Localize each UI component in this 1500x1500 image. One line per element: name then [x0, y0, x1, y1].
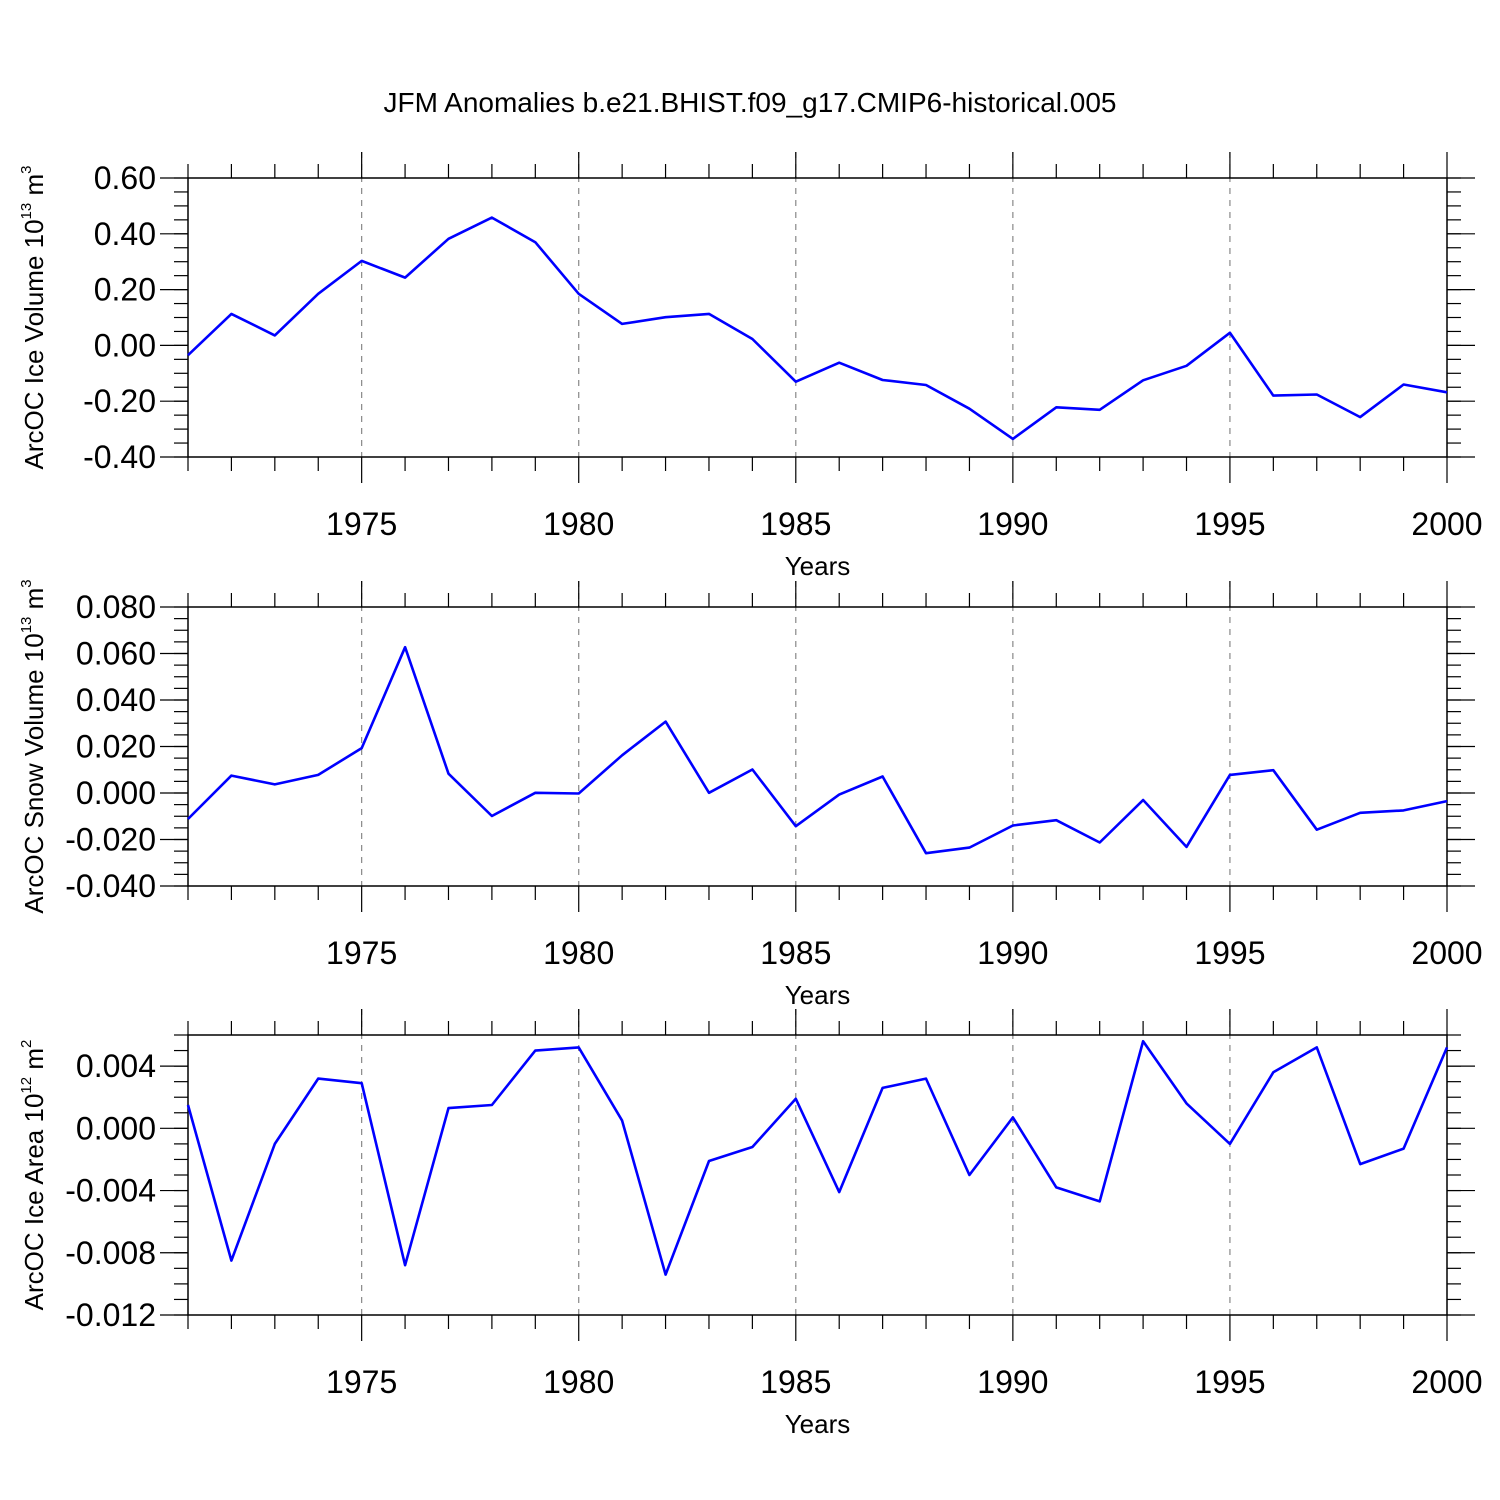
y-tick-label: -0.008 — [65, 1235, 156, 1271]
y-tick-label: -0.012 — [65, 1297, 156, 1333]
y-tick-label: 0.004 — [76, 1048, 156, 1084]
plot-frame — [187, 606, 1448, 887]
x-tick-label: 1990 — [977, 1364, 1048, 1400]
panels: 1975 1980 1985 1990 1995 2000 Years -0.40 -0.20 0… — [18, 152, 1483, 1439]
chart-title: JFM Anomalies b.e21.BHIST.f09_g17.CMIP6-… — [383, 87, 1116, 118]
y-axis-label-unit: m — [19, 174, 49, 203]
x-tick-label: 1990 — [977, 935, 1048, 971]
y-axis-label-text: ArcOC Ice Volume 10 — [19, 219, 49, 469]
x-tick-label: 1995 — [1194, 935, 1265, 971]
y-tick-label: 0.040 — [76, 682, 156, 718]
y-axis-label-exponent: 13 — [18, 617, 35, 634]
y-tick-label: 0.20 — [94, 272, 156, 308]
y-tick-label: 0.40 — [94, 216, 156, 252]
y-tick-label: 0.60 — [94, 160, 156, 196]
x-tick-label: 1980 — [543, 1364, 614, 1400]
plot-frame — [187, 1034, 1448, 1316]
x-tick-label: 1975 — [326, 935, 397, 971]
x-tick-label: 1995 — [1194, 1364, 1265, 1400]
y-axis-label: ArcOC Ice Area 1012 m2 — [18, 1040, 49, 1311]
x-tick-label: 2000 — [1411, 935, 1482, 971]
x-tick-label: 1990 — [977, 506, 1048, 542]
x-tick-label: 1980 — [543, 935, 614, 971]
y-axis-label-text: ArcOC Snow Volume 10 — [19, 633, 49, 913]
y-tick-label: -0.004 — [65, 1173, 156, 1209]
y-tick-label: -0.020 — [65, 822, 156, 858]
y-tick-label: -0.40 — [83, 439, 156, 475]
y-tick-label: 0.000 — [76, 775, 156, 811]
y-tick-label: 0.00 — [94, 327, 156, 363]
y-axis-label-unit: m — [19, 588, 49, 617]
x-tick-label: 1985 — [760, 506, 831, 542]
series-line-1 — [186, 1039, 1449, 1276]
x-tick-label: 2000 — [1411, 506, 1482, 542]
series-line-1 — [187, 216, 1448, 441]
x-tick-label: 1975 — [326, 1364, 397, 1400]
y-axis-label-unit-exponent: 2 — [18, 1040, 35, 1048]
x-axis-label: Years — [785, 551, 851, 581]
y-axis-label: ArcOC Ice Volume 1013 m3 — [18, 166, 49, 470]
x-tick-label: 1975 — [326, 506, 397, 542]
y-axis-label-exponent: 13 — [18, 203, 35, 220]
y-axis-label-exponent: 12 — [18, 1077, 35, 1094]
x-tick-label: 1980 — [543, 506, 614, 542]
y-axis-label: ArcOC Snow Volume 1013 m3 — [18, 579, 49, 913]
y-axis-label-text: ArcOC Ice Area 10 — [19, 1094, 49, 1311]
x-tick-label: 1995 — [1194, 506, 1265, 542]
x-tick-label: 2000 — [1411, 1364, 1482, 1400]
x-axis-label: Years — [785, 980, 851, 1010]
y-axis-label-unit: m — [19, 1048, 49, 1077]
panel-1: 1975 1980 1985 1990 1995 2000 Years -0.40 -0.20 0… — [18, 152, 1483, 581]
panel-3: 1975 1980 1985 1990 1995 2000 Years -0.012 -0.00… — [18, 1009, 1483, 1439]
y-tick-label: 0.020 — [76, 729, 156, 765]
y-axis-label-unit-exponent: 3 — [18, 166, 35, 174]
y-tick-label: -0.040 — [65, 868, 156, 904]
y-tick-label: 0.080 — [76, 589, 156, 625]
panel-2: 1975 1980 1985 1990 1995 2000 Years -0.040 -0.02… — [18, 579, 1483, 1010]
y-tick-label: 0.000 — [76, 1110, 156, 1146]
y-tick-label: -0.20 — [83, 383, 156, 419]
y-axis-label-unit-exponent: 3 — [18, 579, 35, 587]
plot-frame — [187, 177, 1448, 458]
x-tick-label: 1985 — [760, 1364, 831, 1400]
x-tick-label: 1985 — [760, 935, 831, 971]
y-tick-label: 0.060 — [76, 636, 156, 672]
x-axis-label: Years — [785, 1409, 851, 1439]
series-line-1 — [187, 645, 1448, 855]
